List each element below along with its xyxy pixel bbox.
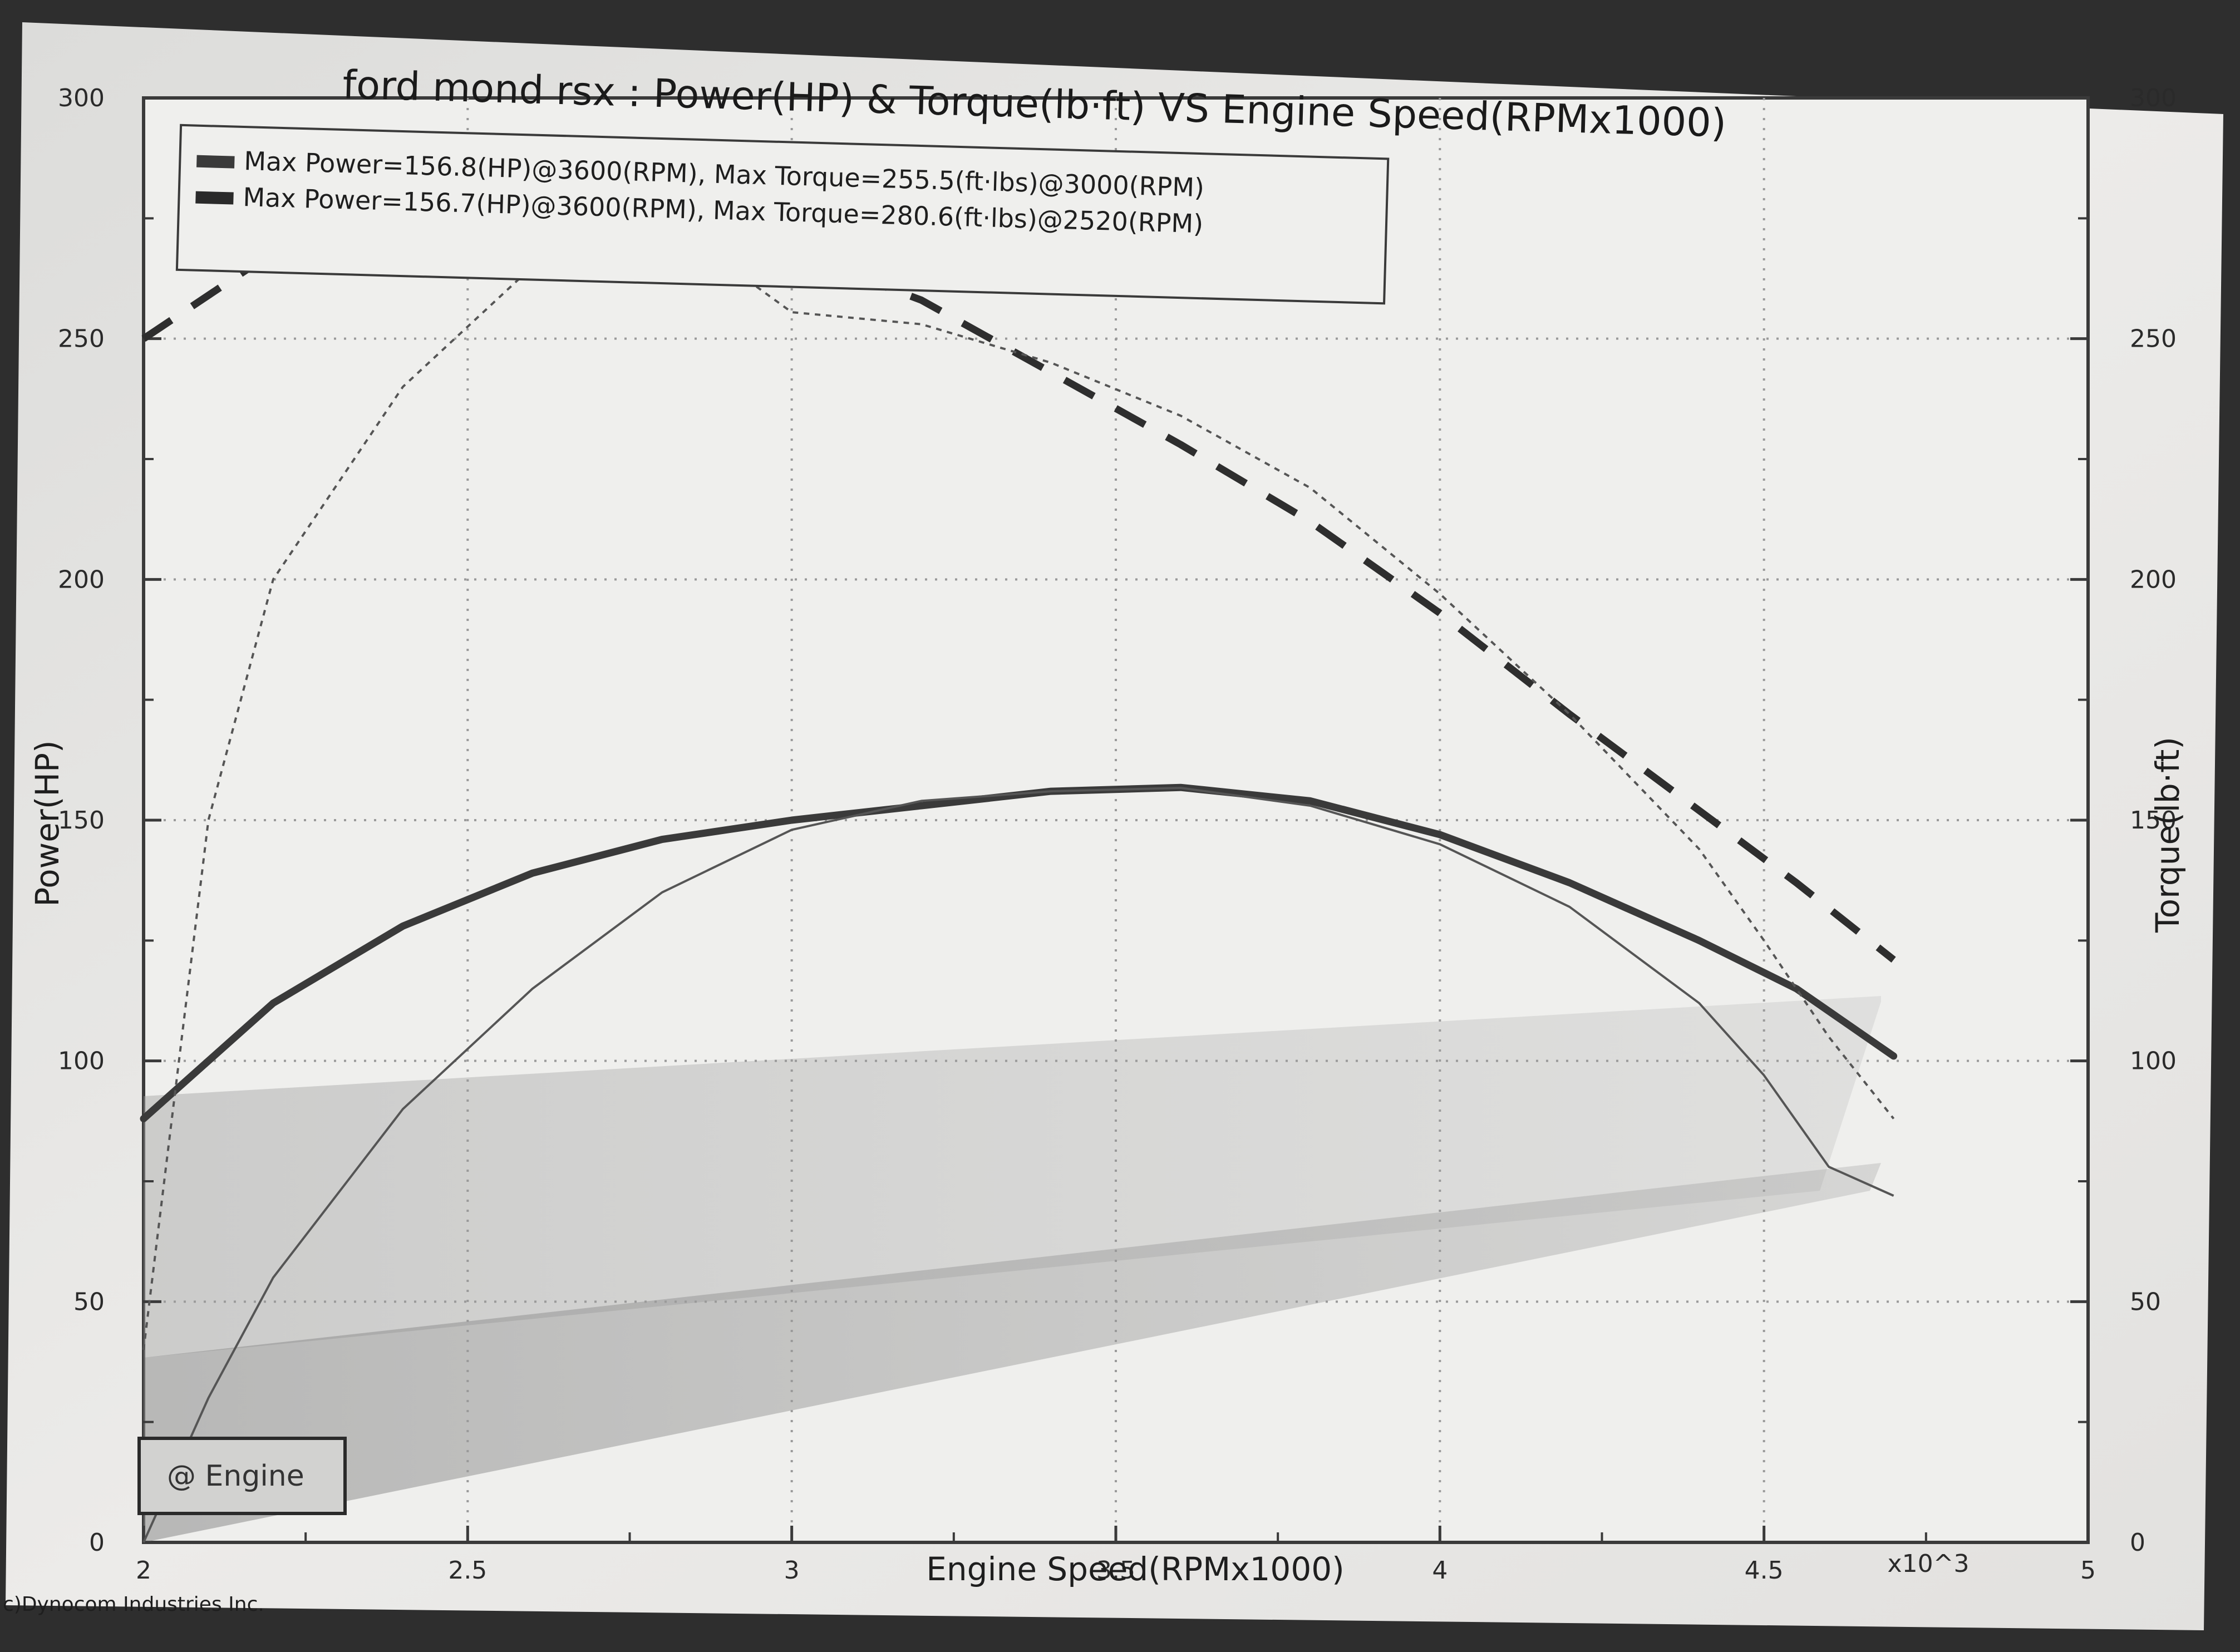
y-right-tick-label: 50: [2130, 1288, 2161, 1316]
x-axis-label: Engine Speed(RPMx1000): [926, 1550, 1345, 1588]
legend-swatch-2: [195, 191, 234, 205]
engine-button-label: @ Engine: [167, 1459, 304, 1493]
copyright-text: c)Dynocom Industries Inc.: [3, 1593, 264, 1616]
y-right-tick-label: 100: [2130, 1047, 2177, 1076]
y-left-tick-label: 0: [89, 1528, 105, 1557]
y-left-tick-label: 50: [73, 1288, 105, 1316]
y-right-tick-label: 200: [2130, 565, 2177, 594]
x-tick-label: 4: [1432, 1556, 1448, 1585]
y-left-tick-label: 300: [58, 84, 105, 112]
x-tick-label: 3.5: [1096, 1556, 1135, 1585]
x-multiplier-label: x10^3: [1888, 1550, 1970, 1578]
y-right-tick-label: 250: [2130, 325, 2177, 353]
y-right-tick-label: 0: [2130, 1528, 2145, 1557]
y-right-tick-label: 150: [2130, 806, 2177, 835]
y-left-tick-label: 250: [58, 325, 105, 353]
legend-swatch-1: [196, 155, 235, 169]
legend-box: [175, 124, 1390, 305]
x-tick-label: 3: [784, 1556, 800, 1585]
y-left-tick-label: 150: [58, 806, 105, 835]
y-right-tick-label: 300: [2130, 84, 2177, 112]
x-tick-label: 5: [2080, 1556, 2096, 1585]
shade-band: [144, 1163, 1881, 1542]
torque-series-line-4: [142, 217, 1895, 1350]
y-left-tick-label: 100: [58, 1047, 105, 1076]
axis-ticks: [142, 96, 2090, 1544]
x-tick-label: 2: [136, 1556, 151, 1585]
legend: Max Power=156.8(HP)@3600(RPM), Max Torqu…: [175, 124, 1390, 305]
y-axis-right-label: Torque(lb·ft): [2149, 737, 2187, 933]
y-axis-left-label: Power(HP): [28, 740, 66, 906]
tick-labels: 2 2.5 3 3.5 4 4.5 5050100150200250300050100150…: [58, 84, 2177, 1585]
x-tick-label: 2.5: [448, 1556, 487, 1585]
y-left-tick-label: 200: [58, 565, 105, 594]
x-tick-label: 4.5: [1745, 1556, 1784, 1585]
power-series-line-3: [142, 787, 1894, 1543]
engine-button[interactable]: @ Engine: [137, 1437, 347, 1515]
shade-band: [144, 996, 1881, 1358]
